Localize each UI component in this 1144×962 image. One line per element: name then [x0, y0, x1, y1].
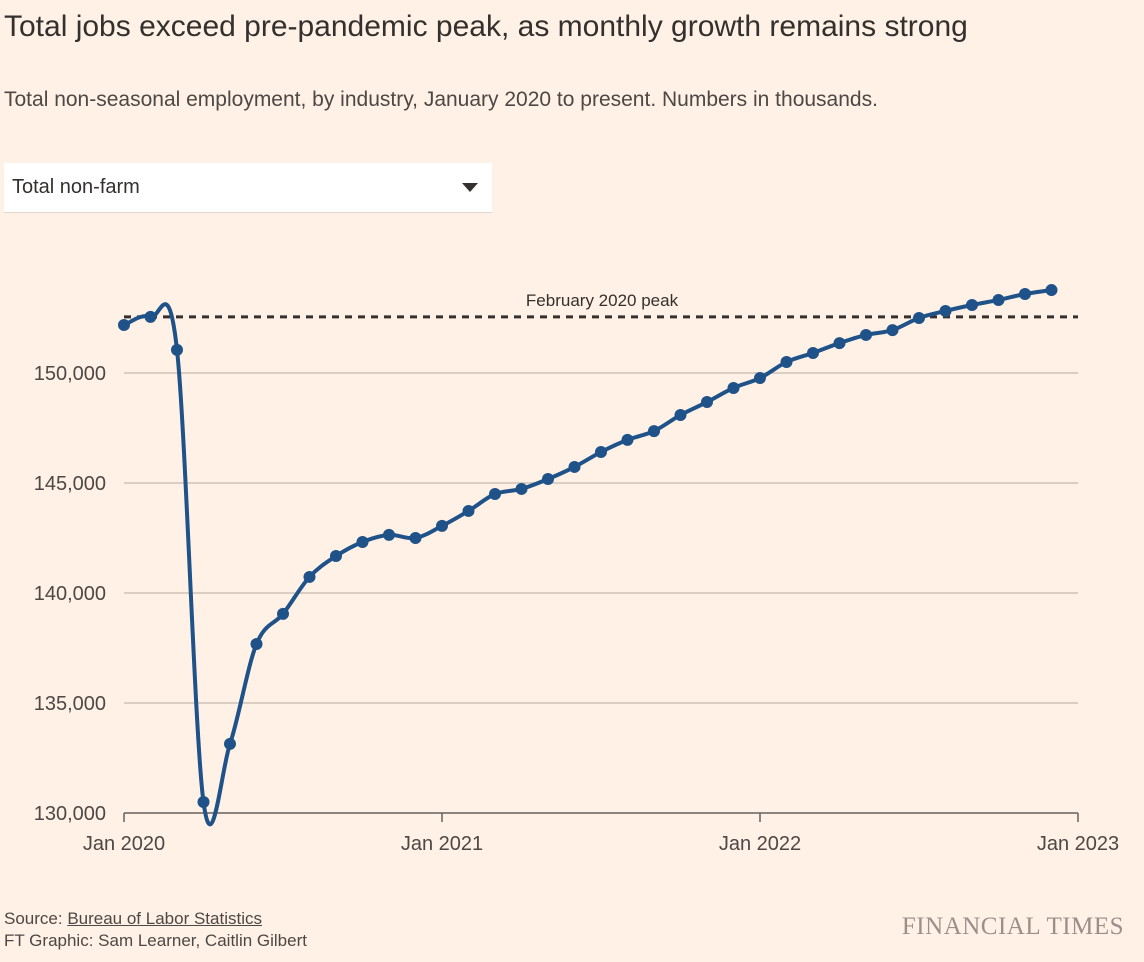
- data-point-2022-02: [780, 356, 793, 368]
- data-point-2020-05: [224, 737, 236, 750]
- data-point-2020-12: [409, 532, 422, 544]
- x-tick-label: Jan 2023: [1037, 833, 1119, 855]
- data-point-2021-09: [648, 425, 660, 438]
- data-point-2021-01: [436, 519, 448, 532]
- data-point-2020-06: [250, 638, 263, 651]
- data-point-2021-08: [621, 433, 634, 446]
- data-point-2022-08: [939, 304, 952, 317]
- data-point-2020-04: [197, 796, 210, 808]
- industry-select-value: Total non-farm: [12, 176, 140, 198]
- series-line: [123, 288, 1052, 827]
- data-point-2021-12: [727, 381, 740, 394]
- x-tick-label: Jan 2020: [83, 833, 165, 855]
- source-link[interactable]: Bureau of Labor Statistics: [67, 909, 262, 928]
- data-point-2021-04: [515, 482, 528, 495]
- data-point-2020-11: [383, 528, 395, 541]
- footer: Source: Bureau of Labor Statistics FT Gr…: [4, 908, 307, 952]
- chevron-down-icon: [462, 183, 478, 192]
- source-label: Source:: [4, 909, 68, 928]
- y-tick-label: 150,000: [34, 363, 106, 385]
- data-point-2022-07: [913, 312, 925, 324]
- data-point-2021-06: [568, 460, 581, 473]
- ft-logo: FINANCIAL TIMES: [901, 913, 1124, 940]
- x-tick-label: Jan 2021: [401, 833, 483, 855]
- y-tick-label: 140,000: [34, 583, 106, 605]
- y-tick-label: 130,000: [34, 803, 106, 825]
- data-point-2021-10: [674, 409, 687, 422]
- data-point-2020-03: [171, 343, 183, 356]
- data-point-2020-01: [118, 319, 130, 332]
- data-point-2020-09: [330, 550, 342, 563]
- chart-subtitle: Total non-seasonal employment, by indust…: [4, 88, 878, 111]
- data-point-2020-07: [277, 607, 289, 620]
- data-point-2021-05: [542, 473, 554, 486]
- data-point-2022-01: [754, 372, 766, 385]
- data-point-2022-09: [966, 299, 978, 312]
- data-point-2022-10: [992, 293, 1005, 306]
- data-point-2021-03: [489, 488, 501, 500]
- data-point-2021-07: [595, 445, 607, 458]
- data-point-2020-08: [303, 570, 316, 583]
- data-point-2021-02: [462, 504, 475, 517]
- data-point-2021-11: [701, 396, 713, 409]
- data-point-2022-05: [860, 328, 872, 341]
- data-point-2022-06: [886, 324, 899, 337]
- data-point-2022-04: [833, 337, 846, 350]
- data-point-2020-10: [356, 535, 369, 548]
- peak-label: February 2020 peak: [526, 291, 679, 310]
- credit: FT Graphic: Sam Learner, Caitlin Gilbert: [4, 931, 307, 950]
- data-point-2022-12: [1045, 284, 1058, 297]
- y-tick-label: 135,000: [34, 693, 106, 715]
- data-point-2022-03: [807, 346, 819, 359]
- chart-title: Total jobs exceed pre-pandemic peak, as …: [4, 10, 968, 43]
- data-point-2022-11: [1019, 288, 1031, 301]
- x-tick-label: Jan 2022: [719, 833, 801, 855]
- industry-select[interactable]: Total non-farm: [4, 163, 492, 213]
- y-tick-label: 145,000: [34, 473, 106, 495]
- data-point-2020-02: [144, 310, 157, 323]
